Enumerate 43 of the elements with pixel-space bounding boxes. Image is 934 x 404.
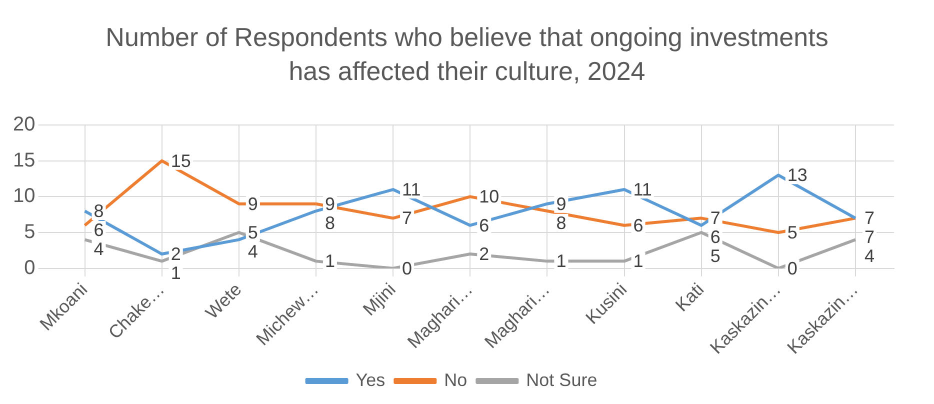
data-label: 11 — [633, 179, 652, 200]
y-tick-label: 15 — [12, 149, 36, 172]
data-label: 10 — [479, 186, 500, 207]
data-label: 6 — [479, 215, 490, 236]
data-label: 7 — [864, 227, 874, 248]
data-label: 5 — [787, 222, 798, 242]
y-tick-label: 10 — [12, 185, 36, 208]
data-label: 7 — [402, 208, 412, 228]
y-tick-label: 20 — [12, 114, 36, 136]
data-label: 1 — [170, 262, 181, 283]
data-label: 7 — [710, 208, 720, 228]
data-label: 8 — [324, 212, 335, 233]
legend-label: No — [444, 370, 468, 390]
data-label: 0 — [402, 258, 412, 278]
data-label: 2 — [479, 244, 490, 264]
data-label: 6 — [710, 227, 720, 248]
x-tick-label: Kati — [672, 279, 708, 316]
data-label: 2 — [170, 244, 181, 264]
legend-label: Yes — [356, 370, 386, 390]
data-label: 9 — [556, 194, 566, 214]
data-label: 5 — [248, 222, 258, 242]
data-label: 1 — [633, 251, 644, 272]
chart-title: Number of Respondents who believe that ongoing investments has affected their culture, 2024 — [104, 21, 830, 88]
data-label: 7 — [864, 208, 874, 228]
data-label: 8 — [94, 200, 104, 221]
data-label: 6 — [94, 220, 104, 240]
legend-label: Not Sure — [526, 370, 598, 390]
data-label: 11 — [402, 179, 421, 200]
data-label: 1 — [556, 251, 566, 272]
data-label: 4 — [864, 246, 874, 266]
data-label: 6 — [633, 215, 644, 236]
data-label: 4 — [248, 241, 258, 262]
data-label: 8 — [556, 212, 566, 233]
data-label: 4 — [94, 238, 104, 259]
data-label: 15 — [170, 150, 191, 171]
y-tick-label: 0 — [24, 256, 36, 279]
y-tick-label: 5 — [24, 221, 36, 244]
data-label: 13 — [787, 165, 808, 186]
data-label: 9 — [248, 194, 258, 214]
data-label: 9 — [324, 194, 335, 214]
data-label: 1 — [324, 251, 335, 272]
data-label: 0 — [787, 258, 798, 278]
data-label: 5 — [710, 246, 720, 266]
